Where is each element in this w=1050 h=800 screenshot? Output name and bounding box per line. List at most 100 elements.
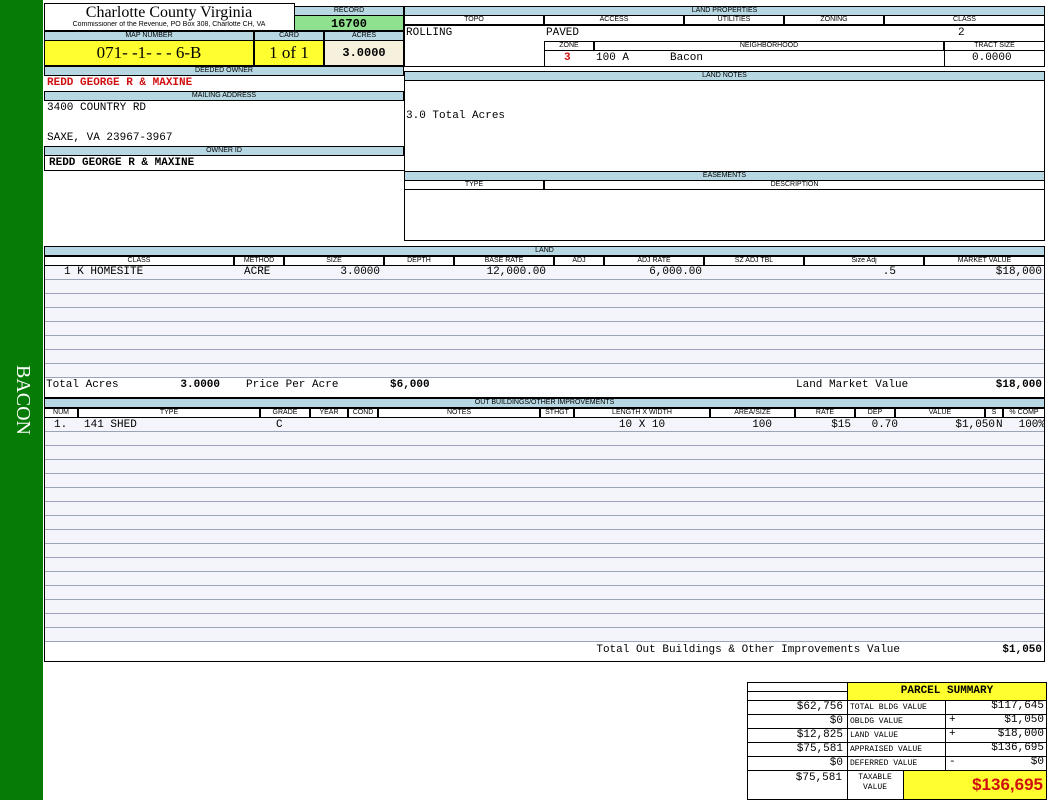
table-row: [45, 488, 1044, 502]
outbuilding-cell: C: [276, 419, 283, 431]
summary-label: DEFERRED VALUE: [847, 756, 946, 771]
table-row: [45, 336, 1044, 350]
outbuilding-cell: $15: [831, 419, 851, 431]
field-value: $1,050: [1002, 644, 1042, 656]
table-row: [45, 572, 1044, 586]
table-row: [45, 446, 1044, 460]
deeded-owner: REDD GEORGE R & MAXINE: [47, 77, 193, 89]
table-row: [45, 432, 1044, 446]
summary-value: $18,000: [997, 728, 1044, 740]
summary-value: $1,050: [1004, 714, 1044, 726]
cell-border: [404, 80, 1045, 172]
cell-border: [404, 189, 1045, 241]
summary-value: $136,695: [991, 742, 1044, 754]
sign: +: [949, 714, 956, 726]
table-row: [45, 308, 1044, 322]
table-row: [45, 418, 1044, 432]
land-cell: .5: [882, 266, 896, 278]
summary-value: $0: [1030, 756, 1044, 768]
prior-value: $75,581: [795, 772, 842, 784]
record-number: 16700: [294, 15, 404, 31]
summary-title: PARCEL SUMMARY: [847, 682, 1047, 701]
sign: +: [949, 728, 956, 740]
field-value: Land Market Value: [796, 379, 909, 391]
table-row: [45, 294, 1044, 308]
column-header: CLASS: [884, 15, 1045, 25]
sign: -: [949, 756, 956, 768]
table-row: [45, 364, 1044, 378]
field-value: 0.0000: [972, 52, 1012, 64]
land-cell: 1 K HOMESITE: [64, 266, 144, 278]
address-line: SAXE, VA 23967-3967: [47, 132, 173, 144]
summary-label: TOTAL BLDG VALUE: [847, 700, 946, 715]
table-row: [45, 322, 1044, 336]
outbuilding-cell: N: [996, 419, 1003, 431]
acres: 3.0000: [324, 40, 404, 66]
section-header: DEEDED OWNER: [44, 66, 404, 76]
field-value: Bacon: [670, 52, 704, 64]
table-row: [45, 502, 1044, 516]
owner-id: REDD GEORGE R & MAXINE: [49, 157, 195, 169]
table-row: [45, 558, 1044, 572]
outbuilding-cell: 1.: [54, 419, 68, 431]
outbuilding-cell: $1,050: [955, 419, 995, 431]
section-header: LAND: [44, 246, 1045, 256]
land-cell: 3.0000: [340, 266, 380, 278]
field-value: $6,000: [390, 379, 430, 391]
table-row: [45, 474, 1044, 488]
column-header: ZONING: [784, 15, 884, 25]
table-row: [45, 544, 1044, 558]
table-row: [45, 628, 1044, 642]
field-value: 3.0000: [180, 379, 220, 391]
map-number: 071- -1- - - 6-B: [44, 40, 254, 66]
field-value: 100 A: [596, 52, 630, 64]
field-value: PAVED: [546, 27, 580, 39]
summary-value: $117,645: [991, 700, 1044, 712]
table-row: [45, 614, 1044, 628]
table-row: [45, 516, 1044, 530]
cell-border: [944, 50, 1045, 67]
prior-value: $75,581: [747, 742, 848, 757]
address-line: 3400 COUNTRY RD: [47, 102, 147, 114]
cell-border: [44, 417, 1045, 662]
field-value: 2: [958, 27, 965, 39]
outbuilding-cell: 100%: [1018, 419, 1045, 431]
summary-label: OBLDG VALUE: [847, 714, 946, 729]
land-cell: $18,000: [995, 266, 1042, 278]
land-cell: 6,000.00: [649, 266, 702, 278]
outbuilding-cell: 100: [752, 419, 772, 431]
field-value: Total Acres: [46, 379, 119, 391]
column-header: ACCESS: [544, 15, 684, 25]
prior-value: $12,825: [747, 728, 848, 743]
outbuilding-cell: 10 X 10: [618, 419, 666, 431]
summary-label: TAXABLE VALUE: [858, 773, 892, 792]
card-number: 1 of 1: [254, 40, 324, 66]
side-label: BACON: [12, 364, 34, 435]
field-value: Total Out Buildings & Other Improvements…: [596, 644, 900, 656]
cell-border: [44, 155, 405, 171]
county-title: Charlotte County Virginia: [85, 4, 253, 21]
prior-value: $0: [747, 756, 848, 771]
land-cell: 12,000.00: [486, 266, 546, 278]
table-row: [45, 280, 1044, 294]
column-header: UTILITIES: [684, 15, 784, 25]
prior-value: $0: [747, 714, 848, 729]
field-value: Price Per Acre: [246, 379, 339, 391]
summary-label: APPRAISED VALUE: [847, 742, 946, 757]
sidebar: [0, 0, 43, 800]
office-address: Commissioner of the Revenue, PO Box 308,…: [72, 21, 266, 28]
land-cell: ACRE: [244, 266, 271, 278]
field-value: 3.0 Total Acres: [406, 110, 506, 122]
cell-border: [44, 265, 1045, 398]
table-row: [45, 586, 1044, 600]
outbuilding-cell: 141 SHED: [84, 419, 137, 431]
outbuilding-cell: 0.70: [871, 419, 898, 431]
table-row: [45, 530, 1044, 544]
prior-value: $62,756: [747, 700, 848, 715]
table-row: [45, 350, 1044, 364]
field-value: 3: [564, 52, 571, 64]
table-row: [45, 460, 1044, 474]
taxable-value: $136,695: [903, 770, 1047, 800]
section-header: OUT BUILDINGS/OTHER IMPROVEMENTS: [44, 398, 1045, 408]
